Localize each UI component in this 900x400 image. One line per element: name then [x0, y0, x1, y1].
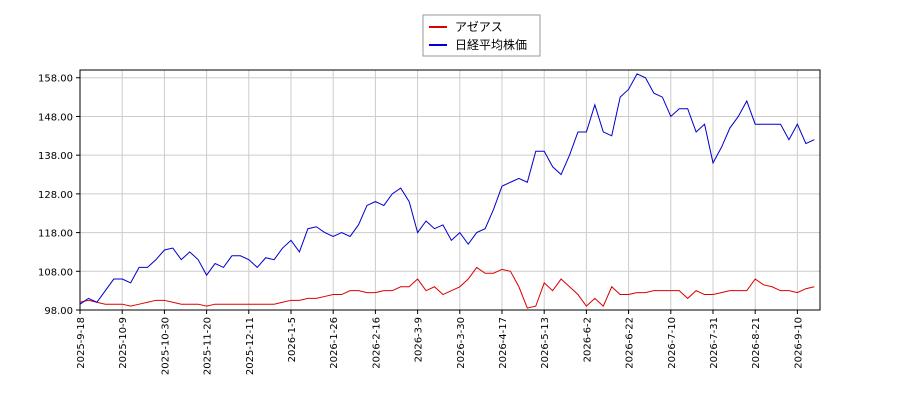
x-tick-label: 2026-9-10: [793, 317, 804, 369]
x-tick-label: 2026-3-30: [456, 317, 467, 369]
x-tick-label: 2026-3-9: [414, 317, 425, 362]
x-tick-label: 2026-7-31: [709, 317, 720, 369]
legend-label: 日経平均株価: [455, 37, 527, 52]
x-tick-label: 2026-2-16: [371, 317, 382, 369]
x-tick-label: 2025-12-11: [245, 317, 256, 375]
x-tick-label: 2026-1-26: [329, 317, 340, 369]
x-tick-label: 2026-6-2: [582, 317, 593, 362]
series-line: [79, 73, 815, 305]
y-tick-label: 158.00: [38, 74, 73, 85]
x-tick-label: 2025-10-9: [118, 317, 129, 369]
x-tick-label: 2026-6-22: [625, 317, 636, 369]
x-tick-label: 2026-5-13: [540, 317, 551, 369]
y-tick-label: 128.00: [38, 190, 73, 201]
y-tick-label: 98.00: [44, 306, 73, 317]
y-tick-label: 138.00: [38, 151, 73, 162]
y-tick-label: 108.00: [38, 267, 73, 278]
x-tick-label: 2025-10-30: [160, 317, 171, 375]
x-tick-label: 2025-9-18: [76, 317, 87, 369]
legend-box: [422, 14, 541, 57]
x-tick-label: 2026-8-21: [751, 317, 762, 369]
legend-label: アゼアス: [455, 20, 503, 34]
x-tick-label: 2026-7-10: [667, 317, 678, 369]
x-tick-label: 2026-1-5: [287, 317, 298, 362]
x-tick-label: 2025-11-20: [203, 317, 214, 375]
series-line: [79, 266, 815, 309]
y-tick-label: 118.00: [38, 229, 73, 240]
y-tick-label: 148.00: [38, 112, 73, 123]
plot-frame: [79, 69, 821, 311]
x-tick-label: 2026-4-17: [498, 317, 509, 369]
